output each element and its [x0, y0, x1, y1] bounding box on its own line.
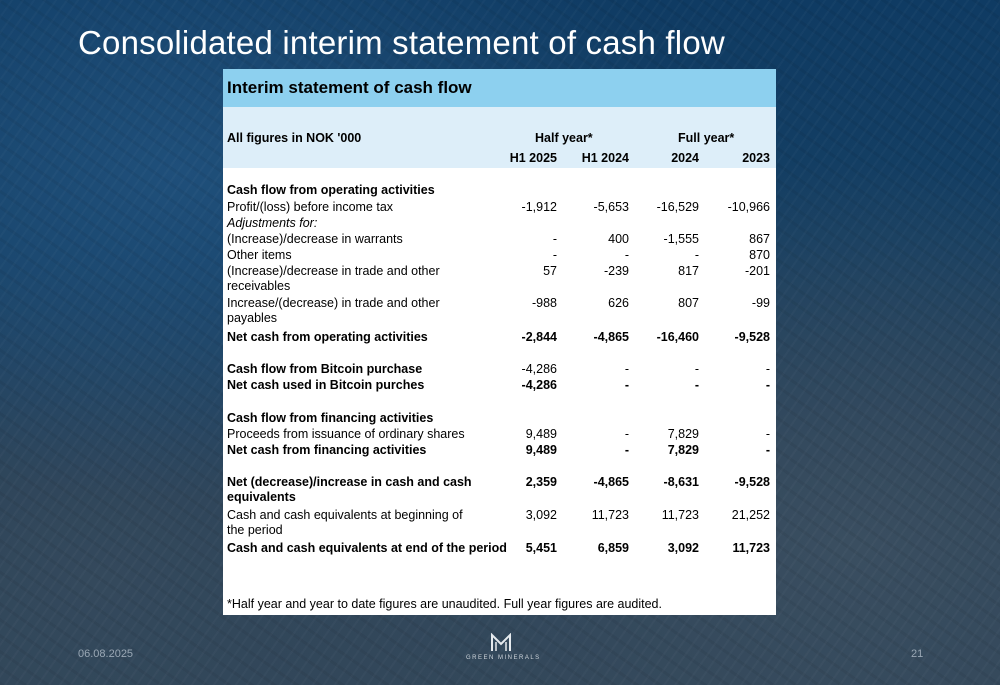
row-label: (Increase)/decrease in warrants [227, 232, 403, 246]
row-label: Cash and cash equivalents at beginning o… [227, 508, 463, 537]
cell-value: 11,723 [591, 508, 629, 522]
table-footnote: *Half year and year to date figures are … [227, 597, 662, 611]
row-label: Net cash from financing activities [227, 443, 427, 457]
column-header: H1 2025 [509, 151, 557, 165]
cell-value: - [552, 232, 557, 246]
row-label: Cash flow from financing activities [227, 411, 434, 425]
cell-value: -239 [603, 264, 629, 278]
column-header: 2023 [742, 151, 770, 165]
cell-value: 870 [749, 248, 770, 262]
cell-value: 11,723 [732, 541, 770, 555]
cell-value: -4,286 [521, 378, 557, 392]
slide-date: 06.08.2025 [78, 648, 134, 660]
row-label: Cash flow from operating activities [227, 183, 435, 197]
cell-value: - [694, 378, 699, 392]
cell-value: 867 [749, 232, 770, 246]
column-header: H1 2024 [581, 151, 629, 165]
cell-value: -8,631 [663, 475, 699, 489]
cell-value: -9,528 [734, 475, 770, 489]
row-label: Increase/(decrease) in trade and other p… [227, 296, 440, 325]
cell-value: -5,653 [593, 200, 629, 214]
slide-title: Consolidated interim statement of cash f… [78, 24, 725, 61]
row-label: Cash flow from Bitcoin purchase [227, 362, 423, 376]
cell-value: 9,489 [525, 427, 557, 441]
cell-value: - [765, 427, 770, 441]
cell-value: - [765, 362, 770, 376]
cell-value: -1,912 [521, 200, 557, 214]
cell-value: - [624, 362, 629, 376]
row-label: Profit/(loss) before income tax [227, 200, 394, 214]
cell-value: -9,528 [734, 330, 770, 344]
row-label: Proceeds from issuance of ordinary share… [227, 427, 465, 441]
cell-value: 7,829 [667, 427, 699, 441]
cell-value: 817 [678, 264, 699, 278]
cell-value: 7,829 [667, 443, 699, 457]
row-label: Adjustments for: [227, 216, 318, 230]
cell-value: - [624, 443, 629, 457]
logo-mark-icon [491, 633, 511, 651]
cell-value: 11,723 [661, 508, 699, 522]
units-label: All figures in NOK '000 [227, 131, 362, 145]
cell-value: 9,489 [525, 443, 557, 457]
company-logo: GREEN MINERALS [466, 633, 541, 661]
cell-value: 57 [543, 264, 557, 278]
row-label: Other items [227, 248, 292, 262]
table-header: All figures in NOK '000 Half year* Full … [223, 107, 776, 168]
cell-value: - [624, 427, 629, 441]
row-label: Net cash from operating activities [227, 330, 428, 344]
cell-value: - [765, 378, 770, 392]
cell-value: 2,359 [525, 475, 557, 489]
cell-value: -2,844 [521, 330, 557, 344]
row-label: Net cash used in Bitcoin purches [227, 378, 425, 392]
page-number: 21 [911, 648, 924, 660]
cell-value: - [765, 443, 770, 457]
cell-value: -988 [531, 296, 557, 310]
cell-value: -16,460 [656, 330, 699, 344]
cell-value: - [694, 362, 699, 376]
cell-value: 807 [678, 296, 699, 310]
cell-value: -201 [744, 264, 770, 278]
cell-value: 3,092 [525, 508, 557, 522]
cell-value: -4,286 [521, 362, 557, 376]
cell-value: -4,865 [593, 330, 629, 344]
cell-value: 3,092 [667, 541, 699, 555]
cell-value: -4,865 [593, 475, 629, 489]
cell-value: -10,966 [727, 200, 770, 214]
row-label: (Increase)/decrease in trade and other r… [227, 264, 440, 293]
cell-value: -99 [751, 296, 770, 310]
group-full-year: Full year* [678, 131, 735, 145]
row-label: Cash and cash equivalents at end of the … [227, 541, 507, 555]
table-title: Interim statement of cash flow [223, 69, 776, 107]
cell-value: -1,555 [663, 232, 699, 246]
cell-value: 6,859 [597, 541, 629, 555]
cell-value: - [624, 378, 629, 392]
cell-value: 400 [608, 232, 629, 246]
cell-value: -16,529 [656, 200, 699, 214]
cell-value: - [552, 248, 557, 262]
cell-value: 5,451 [525, 541, 557, 555]
cell-value: 626 [608, 296, 629, 310]
logo-text: GREEN MINERALS [466, 655, 541, 661]
cell-value: - [624, 248, 629, 262]
cell-value: - [694, 248, 699, 262]
row-label: Net (decrease)/increase in cash and cash… [227, 475, 472, 504]
group-half-year: Half year* [535, 131, 593, 145]
cash-flow-table: Interim statement of cash flow All figur… [223, 69, 776, 615]
cell-value: 21,252 [731, 508, 770, 522]
column-header: 2024 [671, 151, 699, 165]
